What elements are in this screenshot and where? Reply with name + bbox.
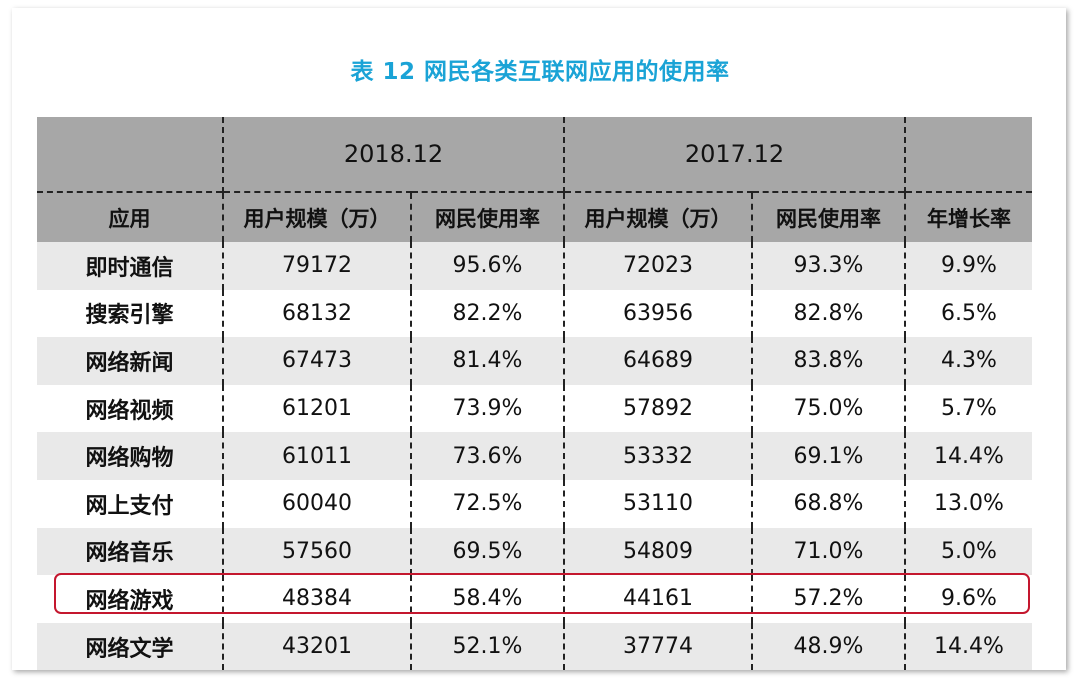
users-2018-cell: 48384 xyxy=(222,575,411,623)
rate-2018-cell: 73.9% xyxy=(410,384,564,433)
rate-2018-cell: 69.5% xyxy=(410,527,564,576)
rate-2017-cell: 93.3% xyxy=(751,242,905,290)
users-2017-cell: 57892 xyxy=(563,384,752,433)
growth-cell: 4.3% xyxy=(904,337,1032,385)
table-row: 网络视频 61201 73.9% 57892 75.0% 5.7% xyxy=(37,384,1032,433)
app-name-cell: 网络游戏 xyxy=(37,575,223,623)
rate-2017-cell: 71.0% xyxy=(751,527,905,576)
app-name-cell: 网络文学 xyxy=(37,622,223,670)
app-name-cell: 即时通信 xyxy=(37,242,223,290)
rate-2018-cell: 82.2% xyxy=(410,289,564,338)
table-title: 表 12 网民各类互联网应用的使用率 xyxy=(350,59,730,85)
growth-cell: 14.4% xyxy=(904,622,1032,670)
users-2017-cell: 63956 xyxy=(563,289,752,338)
table-row: 网络新闻 67473 81.4% 64689 83.8% 4.3% xyxy=(37,337,1032,385)
users-2018-cell: 60040 xyxy=(222,479,411,528)
table-row: 搜索引擎 68132 82.2% 63956 82.8% 6.5% xyxy=(37,289,1032,338)
growth-cell: 5.7% xyxy=(904,384,1032,433)
growth-cell: 6.5% xyxy=(904,289,1032,338)
col-header-rate-2017: 网民使用率 xyxy=(751,191,905,242)
table-row-highlighted: 网络游戏 48384 58.4% 44161 57.2% 9.6% xyxy=(37,575,1032,623)
header-empty-cell xyxy=(37,117,223,192)
users-2018-cell: 43201 xyxy=(222,622,411,670)
rate-2017-cell: 75.0% xyxy=(751,384,905,433)
col-header-rate-2018: 网民使用率 xyxy=(410,191,564,242)
col-header-users-2017: 用户规模（万） xyxy=(563,191,752,242)
users-2017-cell: 64689 xyxy=(563,337,752,385)
rate-2018-cell: 73.6% xyxy=(410,432,564,480)
users-2018-cell: 57560 xyxy=(222,527,411,576)
growth-cell: 5.0% xyxy=(904,527,1032,576)
app-usage-table: 2018.12 2017.12 应用 用户规模（万） 网民使用率 用户规模（万）… xyxy=(37,117,1032,670)
growth-cell: 13.0% xyxy=(904,479,1032,528)
users-2018-cell: 79172 xyxy=(222,242,411,290)
users-2018-cell: 61201 xyxy=(222,384,411,433)
growth-cell: 14.4% xyxy=(904,432,1032,480)
year-2018-header: 2018.12 xyxy=(222,117,564,192)
table-row: 网上支付 60040 72.5% 53110 68.8% 13.0% xyxy=(37,479,1032,528)
growth-cell: 9.6% xyxy=(904,575,1032,623)
app-name-cell: 网上支付 xyxy=(37,479,223,528)
rate-2017-cell: 48.9% xyxy=(751,622,905,670)
app-name-cell: 网络视频 xyxy=(37,384,223,433)
year-header-row: 2018.12 2017.12 xyxy=(37,117,1032,192)
users-2017-cell: 53110 xyxy=(563,479,752,528)
rate-2018-cell: 72.5% xyxy=(410,479,564,528)
users-2018-cell: 68132 xyxy=(222,289,411,338)
users-2018-cell: 61011 xyxy=(222,432,411,480)
app-name-cell: 搜索引擎 xyxy=(37,289,223,338)
users-2017-cell: 44161 xyxy=(563,575,752,623)
col-header-growth: 年增长率 xyxy=(904,191,1032,242)
table-row: 即时通信 79172 95.6% 72023 93.3% 9.9% xyxy=(37,242,1032,290)
year-2017-header: 2017.12 xyxy=(563,117,905,192)
users-2018-cell: 67473 xyxy=(222,337,411,385)
app-name-cell: 网络购物 xyxy=(37,432,223,480)
rate-2017-cell: 82.8% xyxy=(751,289,905,338)
rate-2017-cell: 57.2% xyxy=(751,575,905,623)
rate-2018-cell: 81.4% xyxy=(410,337,564,385)
rate-2017-cell: 83.8% xyxy=(751,337,905,385)
table-row: 网络音乐 57560 69.5% 54809 71.0% 5.0% xyxy=(37,527,1032,576)
document-page: 表 12 网民各类互联网应用的使用率 2018.12 2017.12 应用 用户… xyxy=(12,8,1066,670)
app-name-cell: 网络新闻 xyxy=(37,337,223,385)
rate-2018-cell: 58.4% xyxy=(410,575,564,623)
rate-2017-cell: 68.8% xyxy=(751,479,905,528)
col-header-users-2018: 用户规模（万） xyxy=(222,191,411,242)
col-header-app: 应用 xyxy=(37,191,223,242)
users-2017-cell: 53332 xyxy=(563,432,752,480)
rate-2017-cell: 69.1% xyxy=(751,432,905,480)
rate-2018-cell: 95.6% xyxy=(410,242,564,290)
header-empty-cell xyxy=(904,117,1032,192)
users-2017-cell: 72023 xyxy=(563,242,752,290)
table-row: 网络文学 43201 52.1% 37774 48.9% 14.4% xyxy=(37,622,1032,670)
column-header-row: 应用 用户规模（万） 网民使用率 用户规模（万） 网民使用率 年增长率 xyxy=(37,191,1032,242)
growth-cell: 9.9% xyxy=(904,242,1032,290)
users-2017-cell: 54809 xyxy=(563,527,752,576)
app-name-cell: 网络音乐 xyxy=(37,527,223,576)
table-row: 网络购物 61011 73.6% 53332 69.1% 14.4% xyxy=(37,432,1032,480)
users-2017-cell: 37774 xyxy=(563,622,752,670)
rate-2018-cell: 52.1% xyxy=(410,622,564,670)
